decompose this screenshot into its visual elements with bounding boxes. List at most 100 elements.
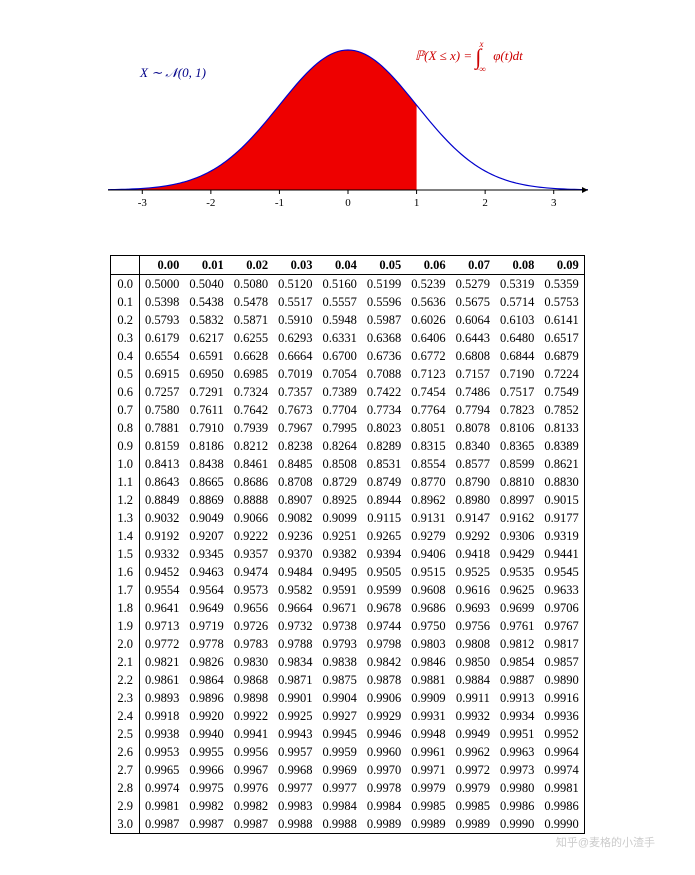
row-header: 2.4 [111,707,140,725]
table-cell: 0.7611 [184,401,228,419]
table-cell: 0.7704 [317,401,361,419]
table-cell: 0.9982 [229,797,273,815]
table-row: 1.20.88490.88690.88880.89070.89250.89440… [111,491,584,509]
table-row: 0.30.61790.62170.62550.62930.63310.63680… [111,329,584,347]
table-cell: 0.8365 [495,437,539,455]
x-tick-label: -2 [206,197,215,209]
row-header: 2.8 [111,779,140,797]
table-cell: 0.9901 [273,689,317,707]
table-cell: 0.9783 [229,635,273,653]
row-header: 1.3 [111,509,140,527]
col-header: 0.01 [184,256,228,275]
col-header: 0.06 [406,256,450,275]
normal-distribution-chart: X ∼ 𝒩(0, 1) ℙ(X ≤ x) = ∫x−∞ φ(t)dt -3-2-… [20,20,675,225]
table-cell: 0.9940 [184,725,228,743]
table-cell: 0.9641 [139,599,184,617]
table-cell: 0.9429 [495,545,539,563]
table-cell: 0.7794 [451,401,495,419]
row-header: 0.3 [111,329,140,347]
table-cell: 0.5871 [229,311,273,329]
table-cell: 0.6179 [139,329,184,347]
table-cell: 0.5359 [539,275,584,294]
table-cell: 0.6950 [184,365,228,383]
col-header: 0.07 [451,256,495,275]
table-row: 2.00.97720.97780.97830.97880.97930.97980… [111,635,584,653]
table-cell: 0.9177 [539,509,584,527]
table-cell: 0.9803 [406,635,450,653]
x-tick-label: 0 [345,197,351,209]
table-cell: 0.6985 [229,365,273,383]
row-header: 0.9 [111,437,140,455]
table-cell: 0.9812 [495,635,539,653]
table-cell: 0.9871 [273,671,317,689]
table-cell: 0.7823 [495,401,539,419]
table-cell: 0.5160 [317,275,361,294]
table-cell: 0.9699 [495,599,539,617]
table-cell: 0.9066 [229,509,273,527]
table-cell: 0.9515 [406,563,450,581]
table-cell: 0.9956 [229,743,273,761]
table-cell: 0.9968 [273,761,317,779]
table-cell: 0.9441 [539,545,584,563]
table-cell: 0.9951 [495,725,539,743]
table-cell: 0.9985 [406,797,450,815]
table-cell: 0.6736 [362,347,406,365]
table-cell: 0.5517 [273,293,317,311]
row-header: 0.2 [111,311,140,329]
table-cell: 0.9162 [495,509,539,527]
table-cell: 0.9979 [451,779,495,797]
table-cell: 0.8051 [406,419,450,437]
table-row: 2.70.99650.99660.99670.99680.99690.99700… [111,761,584,779]
table-cell: 0.9925 [273,707,317,725]
table-cell: 0.5478 [229,293,273,311]
table-cell: 0.9713 [139,617,184,635]
table-cell: 0.9452 [139,563,184,581]
table-row: 0.10.53980.54380.54780.55170.55570.55960… [111,293,584,311]
table-cell: 0.9319 [539,527,584,545]
table-cell: 0.5793 [139,311,184,329]
table-row: 2.90.99810.99820.99820.99830.99840.99840… [111,797,584,815]
row-header: 2.5 [111,725,140,743]
table-row: 1.70.95540.95640.95730.95820.95910.95990… [111,581,584,599]
table-cell: 0.9938 [139,725,184,743]
table-cell: 0.8997 [495,491,539,509]
table-cell: 0.9265 [362,527,406,545]
table-cell: 0.9967 [229,761,273,779]
table-cell: 0.9049 [184,509,228,527]
watermark-text: 知乎@麦格的小渣手 [556,834,655,850]
col-header: 0.04 [317,256,361,275]
row-header: 0.5 [111,365,140,383]
table-cell: 0.8264 [317,437,361,455]
table-cell: 0.8133 [539,419,584,437]
table-cell: 0.9474 [229,563,273,581]
table-cell: 0.9981 [539,779,584,797]
table-cell: 0.9946 [362,725,406,743]
table-cell: 0.6591 [184,347,228,365]
table-cell: 0.9706 [539,599,584,617]
col-header: 0.02 [229,256,273,275]
table-cell: 0.9989 [451,815,495,834]
table-cell: 0.9798 [362,635,406,653]
table-cell: 0.9236 [273,527,317,545]
table-cell: 0.5987 [362,311,406,329]
table-cell: 0.9032 [139,509,184,527]
table-cell: 0.8729 [317,473,361,491]
table-cell: 0.5753 [539,293,584,311]
row-header: 2.9 [111,797,140,815]
table-cell: 0.9788 [273,635,317,653]
table-cell: 0.9974 [139,779,184,797]
table-cell: 0.9292 [451,527,495,545]
table-cell: 0.7157 [451,365,495,383]
table-cell: 0.9904 [317,689,361,707]
table-cell: 0.8577 [451,455,495,473]
table-cell: 0.5596 [362,293,406,311]
row-header: 2.6 [111,743,140,761]
table-cell: 0.8830 [539,473,584,491]
table-cell: 0.9966 [184,761,228,779]
table-cell: 0.9974 [539,761,584,779]
table-cell: 0.9896 [184,689,228,707]
table-cell: 0.9394 [362,545,406,563]
table-cell: 0.9222 [229,527,273,545]
table-cell: 0.9370 [273,545,317,563]
table-cell: 0.5398 [139,293,184,311]
